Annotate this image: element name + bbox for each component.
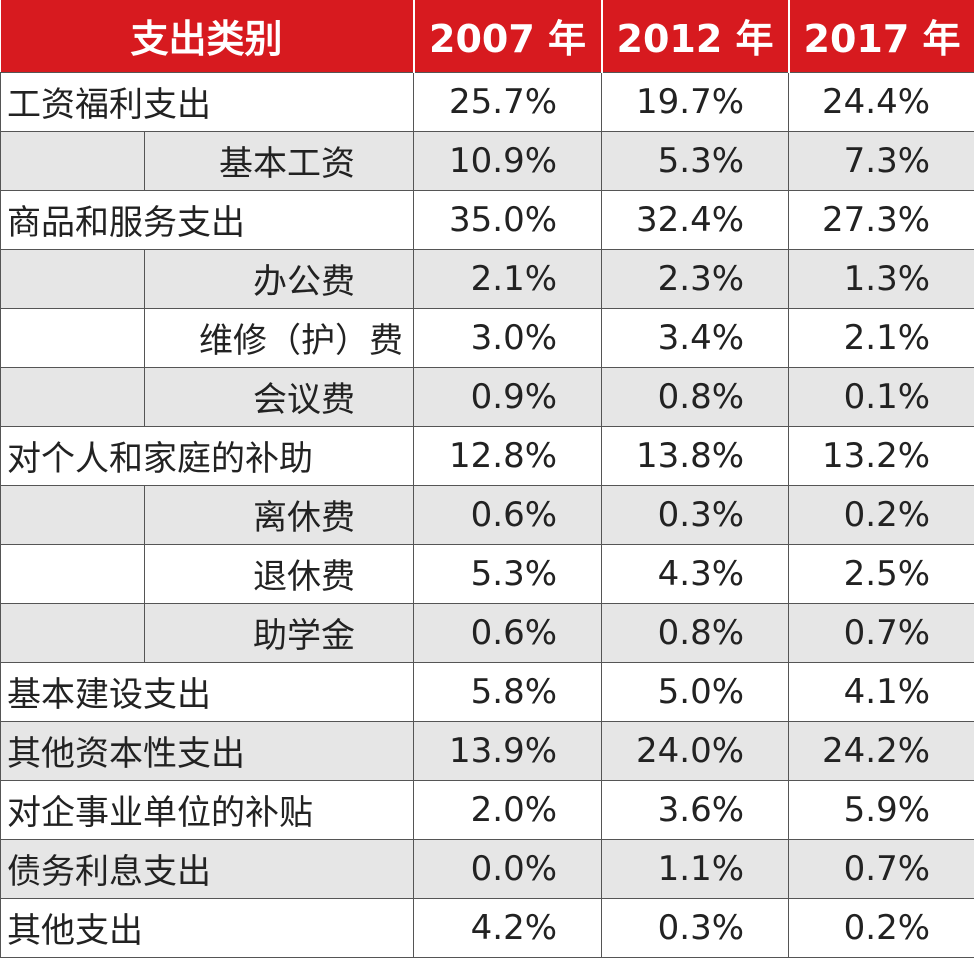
value-2012: 5.3% [601,130,790,191]
subcategory-label: 办公费 [143,248,415,309]
category-label: 其他资本性支出 [0,720,415,781]
value-2007: 2.1% [413,248,603,309]
value-2017: 0.2% [788,897,974,958]
value-2012: 13.8% [601,425,790,486]
subcategory-label: 基本工资 [143,130,415,191]
value-2007: 2.0% [413,779,603,840]
value-2017: 24.4% [788,71,974,132]
value-2012: 5.0% [601,661,790,722]
category-label: 对个人和家庭的补助 [0,425,415,486]
subcategory-label: 助学金 [143,602,415,663]
value-2017: 27.3% [788,189,974,250]
value-2017: 0.2% [788,484,974,545]
table-row: 其他支出 4.2% 0.3% 0.2% [0,897,974,958]
value-2007: 3.0% [413,307,603,368]
value-2007: 0.6% [413,602,603,663]
value-2012: 0.3% [601,897,790,958]
table-header: 支出类别 2007 年 2012 年 2017 年 [0,0,974,72]
indent-cell [0,130,145,191]
value-2017: 0.7% [788,602,974,663]
value-2017: 2.1% [788,307,974,368]
table-body: 工资福利支出 25.7% 19.7% 24.4% 基本工资 10.9% 5.3% 7.3% 商品… [0,71,974,958]
value-2007: 12.8% [413,425,603,486]
value-2007: 0.6% [413,484,603,545]
header-category: 支出类别 [0,0,414,72]
indent-cell [0,307,145,368]
table-row: 工资福利支出 25.7% 19.7% 24.4% [0,71,974,132]
category-label: 债务利息支出 [0,838,415,899]
value-2007: 4.2% [413,897,603,958]
value-2012: 32.4% [601,189,790,250]
value-2012: 19.7% [601,71,790,132]
value-2007: 5.3% [413,543,603,604]
subcategory-label: 会议费 [143,366,415,427]
header-year-2017: 2017 年 [787,0,974,72]
value-2007: 0.0% [413,838,603,899]
table-row: 维修（护）费 3.0% 3.4% 2.1% [0,307,974,368]
value-2017: 1.3% [788,248,974,309]
value-2017: 0.1% [788,366,974,427]
value-2012: 1.1% [601,838,790,899]
value-2007: 5.8% [413,661,603,722]
category-label: 基本建设支出 [0,661,415,722]
value-2017: 5.9% [788,779,974,840]
value-2017: 4.1% [788,661,974,722]
value-2012: 0.3% [601,484,790,545]
value-2007: 35.0% [413,189,603,250]
indent-cell [0,543,145,604]
value-2012: 4.3% [601,543,790,604]
indent-cell [0,366,145,427]
value-2012: 3.6% [601,779,790,840]
category-label: 商品和服务支出 [0,189,415,250]
subcategory-label: 退休费 [143,543,415,604]
table-row: 债务利息支出 0.0% 1.1% 0.7% [0,838,974,899]
value-2017: 2.5% [788,543,974,604]
table-row: 助学金 0.6% 0.8% 0.7% [0,602,974,663]
value-2017: 0.7% [788,838,974,899]
table-row: 退休费 5.3% 4.3% 2.5% [0,543,974,604]
table-row: 办公费 2.1% 2.3% 1.3% [0,248,974,309]
table-row: 基本建设支出 5.8% 5.0% 4.1% [0,661,974,722]
value-2007: 13.9% [413,720,603,781]
table-row: 其他资本性支出 13.9% 24.0% 24.2% [0,720,974,781]
category-label: 工资福利支出 [0,71,415,132]
category-label: 对企事业单位的补贴 [0,779,415,840]
value-2012: 0.8% [601,602,790,663]
value-2007: 25.7% [413,71,603,132]
table-row: 基本工资 10.9% 5.3% 7.3% [0,130,974,191]
table-row: 离休费 0.6% 0.3% 0.2% [0,484,974,545]
value-2012: 2.3% [601,248,790,309]
value-2012: 0.8% [601,366,790,427]
value-2007: 10.9% [413,130,603,191]
value-2012: 3.4% [601,307,790,368]
subcategory-label: 维修（护）费 [143,307,415,368]
value-2007: 0.9% [413,366,603,427]
value-2017: 13.2% [788,425,974,486]
header-year-2012: 2012 年 [600,0,789,72]
indent-cell [0,248,145,309]
value-2017: 7.3% [788,130,974,191]
value-2017: 24.2% [788,720,974,781]
header-row: 支出类别 2007 年 2012 年 2017 年 [0,0,974,72]
category-label: 其他支出 [0,897,415,958]
indent-cell [0,484,145,545]
subcategory-label: 离休费 [143,484,415,545]
table-row: 对企事业单位的补贴 2.0% 3.6% 5.9% [0,779,974,840]
table-row: 商品和服务支出 35.0% 32.4% 27.3% [0,189,974,250]
value-2012: 24.0% [601,720,790,781]
header-year-2007: 2007 年 [412,0,602,72]
table-row: 对个人和家庭的补助 12.8% 13.8% 13.2% [0,425,974,486]
indent-cell [0,602,145,663]
table-row: 会议费 0.9% 0.8% 0.1% [0,366,974,427]
